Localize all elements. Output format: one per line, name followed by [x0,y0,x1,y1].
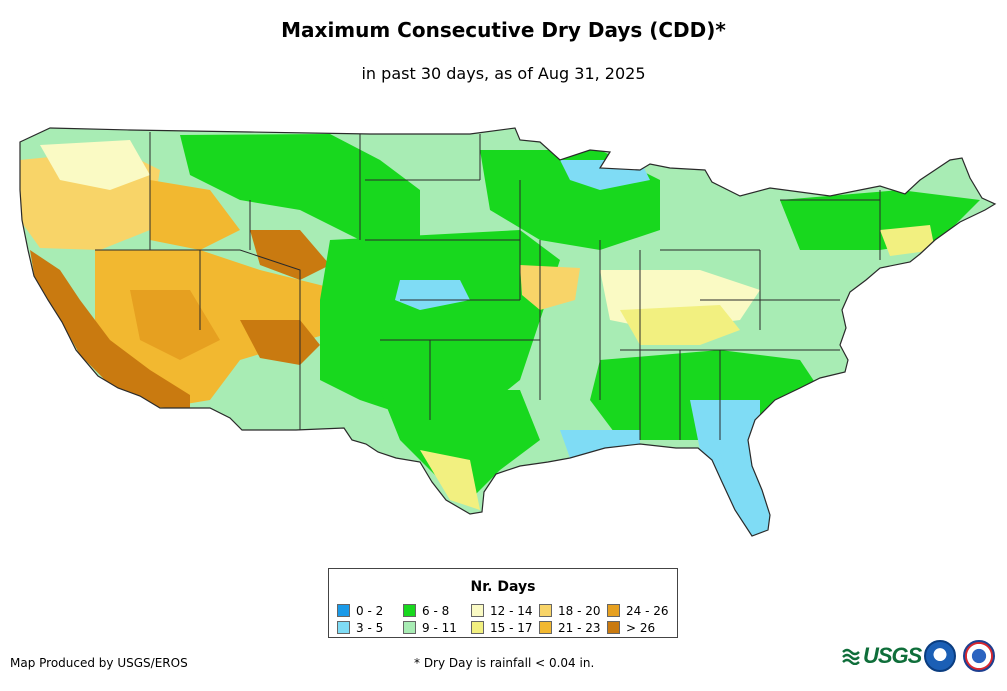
legend-swatch [403,604,416,617]
legend-label: 24 - 26 [626,603,669,618]
zone-new-england-dry [880,225,935,256]
border-east [620,190,881,351]
legend-swatch [607,604,620,617]
zone-northwest-pale [40,140,150,190]
legend-title: Nr. Days [470,579,536,595]
zone-central-plains-wet [395,280,470,310]
us-cdd-map [19,127,996,537]
zone-great-basin-dry [130,290,220,360]
legend-item: 9 - 11 [403,620,471,635]
legend-swatch [539,621,552,634]
legend-label: > 26 [626,620,656,635]
legend-swatch [471,621,484,634]
legend-item: 0 - 2 [337,603,403,618]
state-borders [95,132,881,440]
zone-utah-extreme [250,230,330,280]
zone-idaho-dry [150,180,240,250]
zone-kentucky-dry [620,305,740,345]
usgs-wave-icon [842,648,860,665]
zone-mid-atlantic-mixed [760,260,860,330]
legend-item: 24 - 26 [607,603,675,618]
legend-label: 3 - 5 [356,620,384,635]
legend-item: 15 - 17 [471,620,539,635]
zone-iowa-dry [520,265,580,310]
legend-item: 6 - 8 [403,603,471,618]
legend-swatch [337,604,350,617]
legend-item: 21 - 23 [539,620,607,635]
legend-label: 18 - 20 [558,603,601,618]
legend-swatch [403,621,416,634]
legend-label: 0 - 2 [356,603,384,618]
border-central [479,134,721,440]
legend-label: 12 - 14 [490,603,533,618]
legend-swatch [471,604,484,617]
map-credit: Map Produced by USGS/EROS [10,656,188,670]
zone-louisiana-wet [560,430,640,458]
noaa-logo-icon [924,640,956,672]
zone-texas-south-dry [420,450,480,510]
legend-item: 18 - 20 [539,603,607,618]
border-west [95,132,540,430]
legend-label: 9 - 11 [422,620,457,635]
zone-texas-wet [380,390,540,500]
legend-swatch [607,621,620,634]
legend-grid: 0 - 2 6 - 8 12 - 14 18 - 20 24 - 26 3 - 5 9 - … [337,603,675,635]
map-subtitle: in past 30 days, as of Aug 31, 2025 [361,64,646,83]
zone-plains-wet [320,230,560,420]
usgs-logo: USGS [842,643,922,669]
zone-california-extreme [30,250,190,410]
legend-swatch [337,621,350,634]
map-title: Maximum Consecutive Dry Days (CDD)* [281,18,726,42]
legend: Nr. Days 0 - 2 6 - 8 12 - 14 18 - 20 24 - 26… [328,568,678,638]
legend-label: 15 - 17 [490,620,533,635]
legend-item: 3 - 5 [337,620,403,635]
nws-logo-icon [963,640,995,672]
legend-swatch [539,604,552,617]
legend-label: 6 - 8 [422,603,450,618]
usgs-logo-text: USGS [863,643,922,668]
legend-item: 12 - 14 [471,603,539,618]
footnote: * Dry Day is rainfall < 0.04 in. [414,656,595,670]
legend-label: 21 - 23 [558,620,601,635]
legend-item: > 26 [607,620,675,635]
